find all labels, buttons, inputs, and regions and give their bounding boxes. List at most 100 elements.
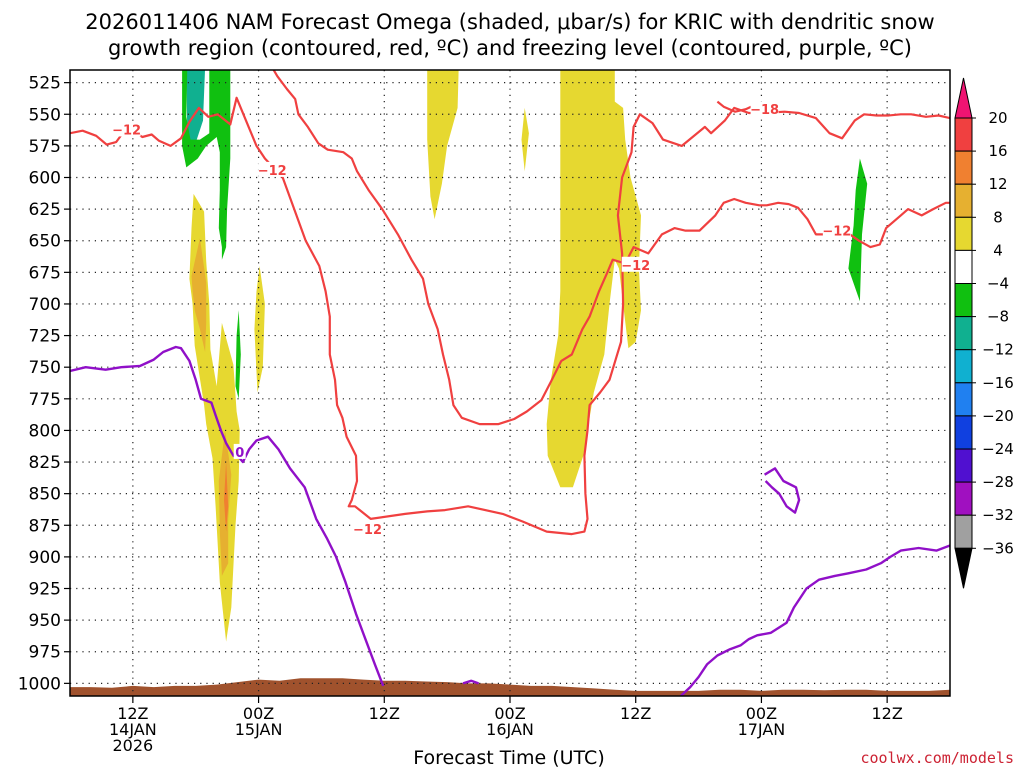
dgz-label-4: −12 xyxy=(822,222,851,240)
terrain-layer xyxy=(70,678,950,696)
plot-area xyxy=(70,70,950,696)
dgz-label-2: −12 xyxy=(353,521,382,538)
colorbar-label-6: −8 xyxy=(987,308,1009,326)
dgz-label-0: −12 xyxy=(112,121,141,138)
omega-region-5 xyxy=(254,266,265,393)
colorbar-swatch-2 xyxy=(954,150,973,185)
colorbar-swatch-5 xyxy=(954,249,973,284)
x-tick-label-6-2: 2026 xyxy=(112,736,153,755)
dgz-contour-2 xyxy=(716,100,755,113)
colorbar-label-12: −32 xyxy=(982,506,1014,524)
x-tick-label-54-0: 12Z xyxy=(620,704,651,723)
colorbar-swatch-7 xyxy=(954,316,973,351)
freezing-label-0-text: 0 xyxy=(235,446,244,461)
y-tick-label-750: 750 xyxy=(29,358,61,378)
x-axis-label: Forecast Time (UTC) xyxy=(413,747,604,768)
y-tick-label-875: 875 xyxy=(29,516,61,536)
x-tick-label-18-1: 15JAN xyxy=(235,720,283,739)
x-tick-label-66-1: 17JAN xyxy=(738,720,786,739)
x-tick-label-6-0: 12Z xyxy=(117,704,148,723)
colorbar: 20 16 12 8 4 −4 −8 −12 −16 −20 −24 −28 −32 −36 xyxy=(954,77,1014,589)
y-tick-label-550: 550 xyxy=(29,105,61,125)
chart-title-line-2: growth region (contoured, red, ºC) and f… xyxy=(108,36,912,60)
dgz-label-0-text: −12 xyxy=(112,123,141,138)
colorbar-label-11: −28 xyxy=(982,473,1014,491)
colorbar-label-0: 20 xyxy=(988,109,1007,127)
freezing-label-0-bg xyxy=(233,443,246,459)
y-tick-label-700: 700 xyxy=(29,295,61,315)
x-tick-label-42-1: 16JAN xyxy=(486,720,534,739)
freezing-contour-3 xyxy=(763,467,801,514)
colorbar-swatch-9 xyxy=(954,382,973,417)
chart-title-line-1: 2026011406 NAM Forecast Omega (shaded, μ… xyxy=(85,10,934,34)
colorbar-label-5: −4 xyxy=(987,275,1009,293)
dgz-label-0-bg xyxy=(112,121,141,137)
dgz-label-5-text: −18 xyxy=(750,103,779,118)
dgz-label-1-bg xyxy=(258,161,287,177)
omega-region-2 xyxy=(235,310,241,399)
colorbar-label-10: −24 xyxy=(982,440,1014,458)
dgz-label-5-bg xyxy=(750,101,779,117)
colorbar-label-8: −16 xyxy=(982,374,1014,392)
y-tick-label-575: 575 xyxy=(29,137,61,157)
omega-region-1 xyxy=(182,70,231,260)
colorbar-label-1: 16 xyxy=(988,142,1007,160)
colorbar-swatch-13 xyxy=(954,514,973,549)
omega-region-0 xyxy=(186,70,206,146)
omega-region-11 xyxy=(224,462,229,532)
freezing-level-layer xyxy=(70,345,950,696)
dgz-label-3-text: −12 xyxy=(621,259,650,274)
y-tick-label-825: 825 xyxy=(29,453,61,473)
colorbar-label-9: −20 xyxy=(982,407,1014,425)
y-tick-label-600: 600 xyxy=(29,168,61,188)
colorbar-swatch-10 xyxy=(954,415,973,450)
colorbar-swatch-4 xyxy=(954,216,973,251)
freezing-contour-2 xyxy=(679,544,950,696)
y-tick-label-975: 975 xyxy=(29,643,61,663)
colorbar-swatch-8 xyxy=(954,349,973,384)
colorbar-label-4: 4 xyxy=(993,241,1003,259)
y-tick-label-525: 525 xyxy=(29,74,61,94)
dgz-label-3: −12 xyxy=(621,256,650,274)
credit-text: coolwx.com/models xyxy=(860,749,1014,767)
colorbar-label-13: −36 xyxy=(982,539,1014,557)
colorbar-swatch-11 xyxy=(954,448,973,483)
dgz-label-1-text: −12 xyxy=(258,164,287,179)
x-tick-label-42-0: 00Z xyxy=(494,704,525,723)
y-tick-label-625: 625 xyxy=(29,200,61,220)
dgz-label-2-text: −12 xyxy=(353,523,382,538)
contour-label-layer: −12 −12 −12 −12 −12 −18 0 xyxy=(112,101,851,538)
x-tick-label-6-1: 14JAN xyxy=(109,720,157,739)
freezing-contour-1 xyxy=(462,679,479,685)
colorbar-swatch-12 xyxy=(954,481,973,516)
y-tick-label-950: 950 xyxy=(29,611,61,631)
omega-region-6 xyxy=(427,70,459,220)
freezing-label-0: 0 xyxy=(233,443,246,461)
colorbar-bottom-arrow xyxy=(954,547,973,589)
omega-region-9 xyxy=(191,238,207,352)
colorbar-label-3: 8 xyxy=(993,208,1003,226)
colorbar-label-2: 12 xyxy=(988,175,1007,193)
colorbar-top-arrow xyxy=(954,77,973,119)
y-tick-label-800: 800 xyxy=(29,421,61,441)
y-tick-label-775: 775 xyxy=(29,390,61,410)
x-tick-label-30-0: 12Z xyxy=(369,704,400,723)
freezing-contour-0 xyxy=(70,345,385,687)
y-tick-label-725: 725 xyxy=(29,327,61,347)
dgz-label-3-bg xyxy=(621,256,650,272)
y-tick-label-675: 675 xyxy=(29,263,61,283)
colorbar-swatch-3 xyxy=(954,183,973,218)
y-axis-ticks: 525 550 575 600 625 650 675 700 725 750 775 800 825 8… xyxy=(18,74,70,694)
y-tick-label-650: 650 xyxy=(29,232,61,252)
y-tick-label-925: 925 xyxy=(29,580,61,600)
omega-region-3 xyxy=(848,158,868,302)
omega-region-8 xyxy=(546,70,641,488)
terrain-fill xyxy=(70,678,950,696)
dgz-label-2-bg xyxy=(353,521,382,537)
dgz-label-4-bg xyxy=(822,222,851,238)
y-tick-label-900: 900 xyxy=(29,548,61,568)
colorbar-swatch-6 xyxy=(954,283,973,318)
dgz-label-1: −12 xyxy=(258,161,287,179)
